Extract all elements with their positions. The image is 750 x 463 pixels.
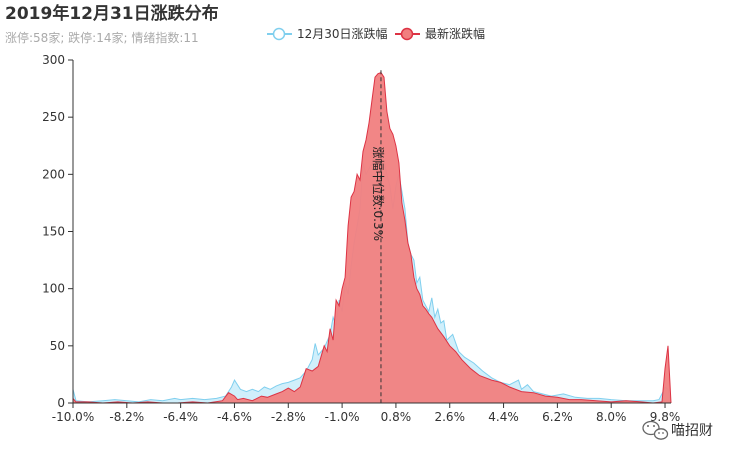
x-axis: -10.0% -8.2% -6.4% -4.6% -2.8% -1.0% 0.8% 2.6% 4… [52,403,680,424]
y-tick-label: 50 [50,339,65,353]
watermark-text: 喵招财 [671,423,713,439]
wechat-icon [642,420,669,440]
series-latest-line [72,71,672,404]
series-layer [72,71,672,404]
watermark: 喵招财 [642,420,713,440]
series-latest-area [73,72,671,403]
legend-marker-prev [272,27,286,41]
y-tick-label: 200 [42,167,65,181]
x-tick-label: 6.2% [542,410,573,424]
legend-item-prev[interactable]: 12月30日涨跌幅 [267,26,388,41]
y-tick-label: 150 [42,225,65,239]
legend-label-latest: 最新涨跌幅 [425,26,485,41]
chart-title: 2019年12月31日涨跌分布 [5,3,219,24]
x-tick-label: 4.4% [488,410,519,424]
x-tick-label: -8.2% [109,410,144,424]
x-tick-label: -4.6% [217,410,252,424]
x-tick-label: 8.0% [596,410,627,424]
legend-item-latest[interactable]: 最新涨跌幅 [395,26,485,41]
plot-area: 0 50 100 150 200 250 300 -10.0% -8.2% -6.4% -4.6%… [42,53,680,424]
legend[interactable]: 12月30日涨跌幅 最新涨跌幅 [267,26,485,41]
x-tick-label: -6.4% [163,410,198,424]
y-axis: 0 50 100 150 200 250 300 [42,53,73,410]
y-tick-label: 100 [42,282,65,296]
median-label: 涨幅中位数:0.3% [371,147,386,242]
x-tick-label: 0.8% [381,410,412,424]
x-tick-label: 9.8% [650,410,681,424]
y-tick-label: 0 [57,396,65,410]
x-tick-label: -10.0% [52,410,94,424]
y-tick-label: 250 [42,110,65,124]
x-tick-label: -1.0% [325,410,360,424]
y-tick-label: 300 [42,53,65,67]
x-tick-label: -2.8% [271,410,306,424]
legend-marker-latest [400,27,414,41]
chart-subtitle: 涨停:58家; 跌停:14家; 情绪指数:11 [5,30,199,45]
legend-label-prev: 12月30日涨跌幅 [297,26,388,41]
x-tick-label: 2.6% [434,410,465,424]
